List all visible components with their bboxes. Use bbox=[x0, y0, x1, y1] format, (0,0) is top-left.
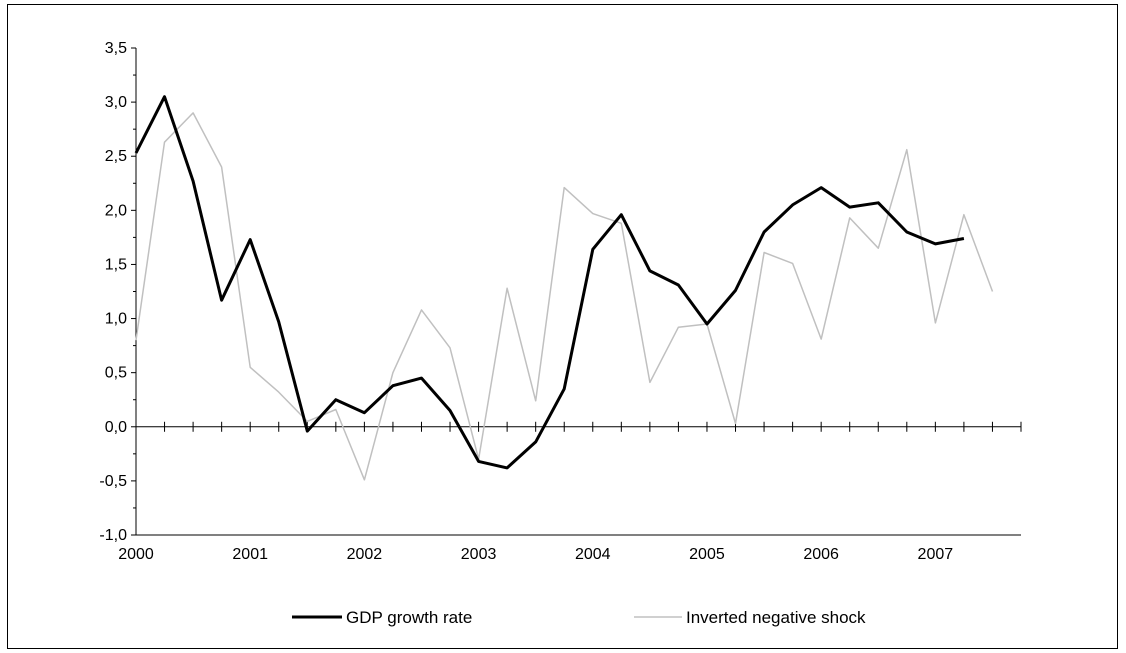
y-tick-label: 3,5 bbox=[105, 40, 127, 57]
legend-label: Inverted negative shock bbox=[686, 608, 866, 627]
legend-gdp-growth-rate: GDP growth rate bbox=[292, 608, 472, 627]
y-tick-label: 3,0 bbox=[105, 94, 127, 111]
series-line-gdp-growth-rate bbox=[134, 95, 965, 470]
y-tick-label: 0,0 bbox=[105, 419, 127, 436]
legend: GDP growth rate Inverted negative shock bbox=[292, 608, 866, 627]
x-tick-label: 2002 bbox=[347, 546, 383, 563]
y-tick-label: 1,0 bbox=[105, 311, 127, 328]
y-tick-label: 1,5 bbox=[105, 256, 127, 273]
series-lines bbox=[134, 95, 994, 481]
x-tick-label: 2005 bbox=[689, 546, 725, 563]
x-tick-label: 2001 bbox=[232, 546, 268, 563]
legend-inverted-negative-shock: Inverted negative shock bbox=[634, 608, 866, 627]
x-tick-label: 2003 bbox=[461, 546, 497, 563]
y-tick-label: 2,0 bbox=[105, 202, 127, 219]
x-tick-label: 2006 bbox=[803, 546, 839, 563]
x-tick-label: 2000 bbox=[118, 546, 154, 563]
chart-frame bbox=[7, 4, 1118, 649]
legend-label: GDP growth rate bbox=[346, 608, 472, 627]
axes: 3,5 3,0 2,5 2,0 1,5 1,0 0,5 0,0 -0,5 -1,0 2000 2001… bbox=[99, 40, 1022, 563]
x-tick-label: 2004 bbox=[575, 546, 611, 563]
y-tick-label: 0,5 bbox=[105, 365, 127, 382]
series-line-inverted-negative-shock bbox=[135, 112, 994, 481]
y-tick-label: 2,5 bbox=[105, 148, 127, 165]
y-tick-label: -1,0 bbox=[99, 527, 127, 544]
x-tick-label: 2007 bbox=[918, 546, 954, 563]
y-tick-label: -0,5 bbox=[99, 473, 127, 490]
